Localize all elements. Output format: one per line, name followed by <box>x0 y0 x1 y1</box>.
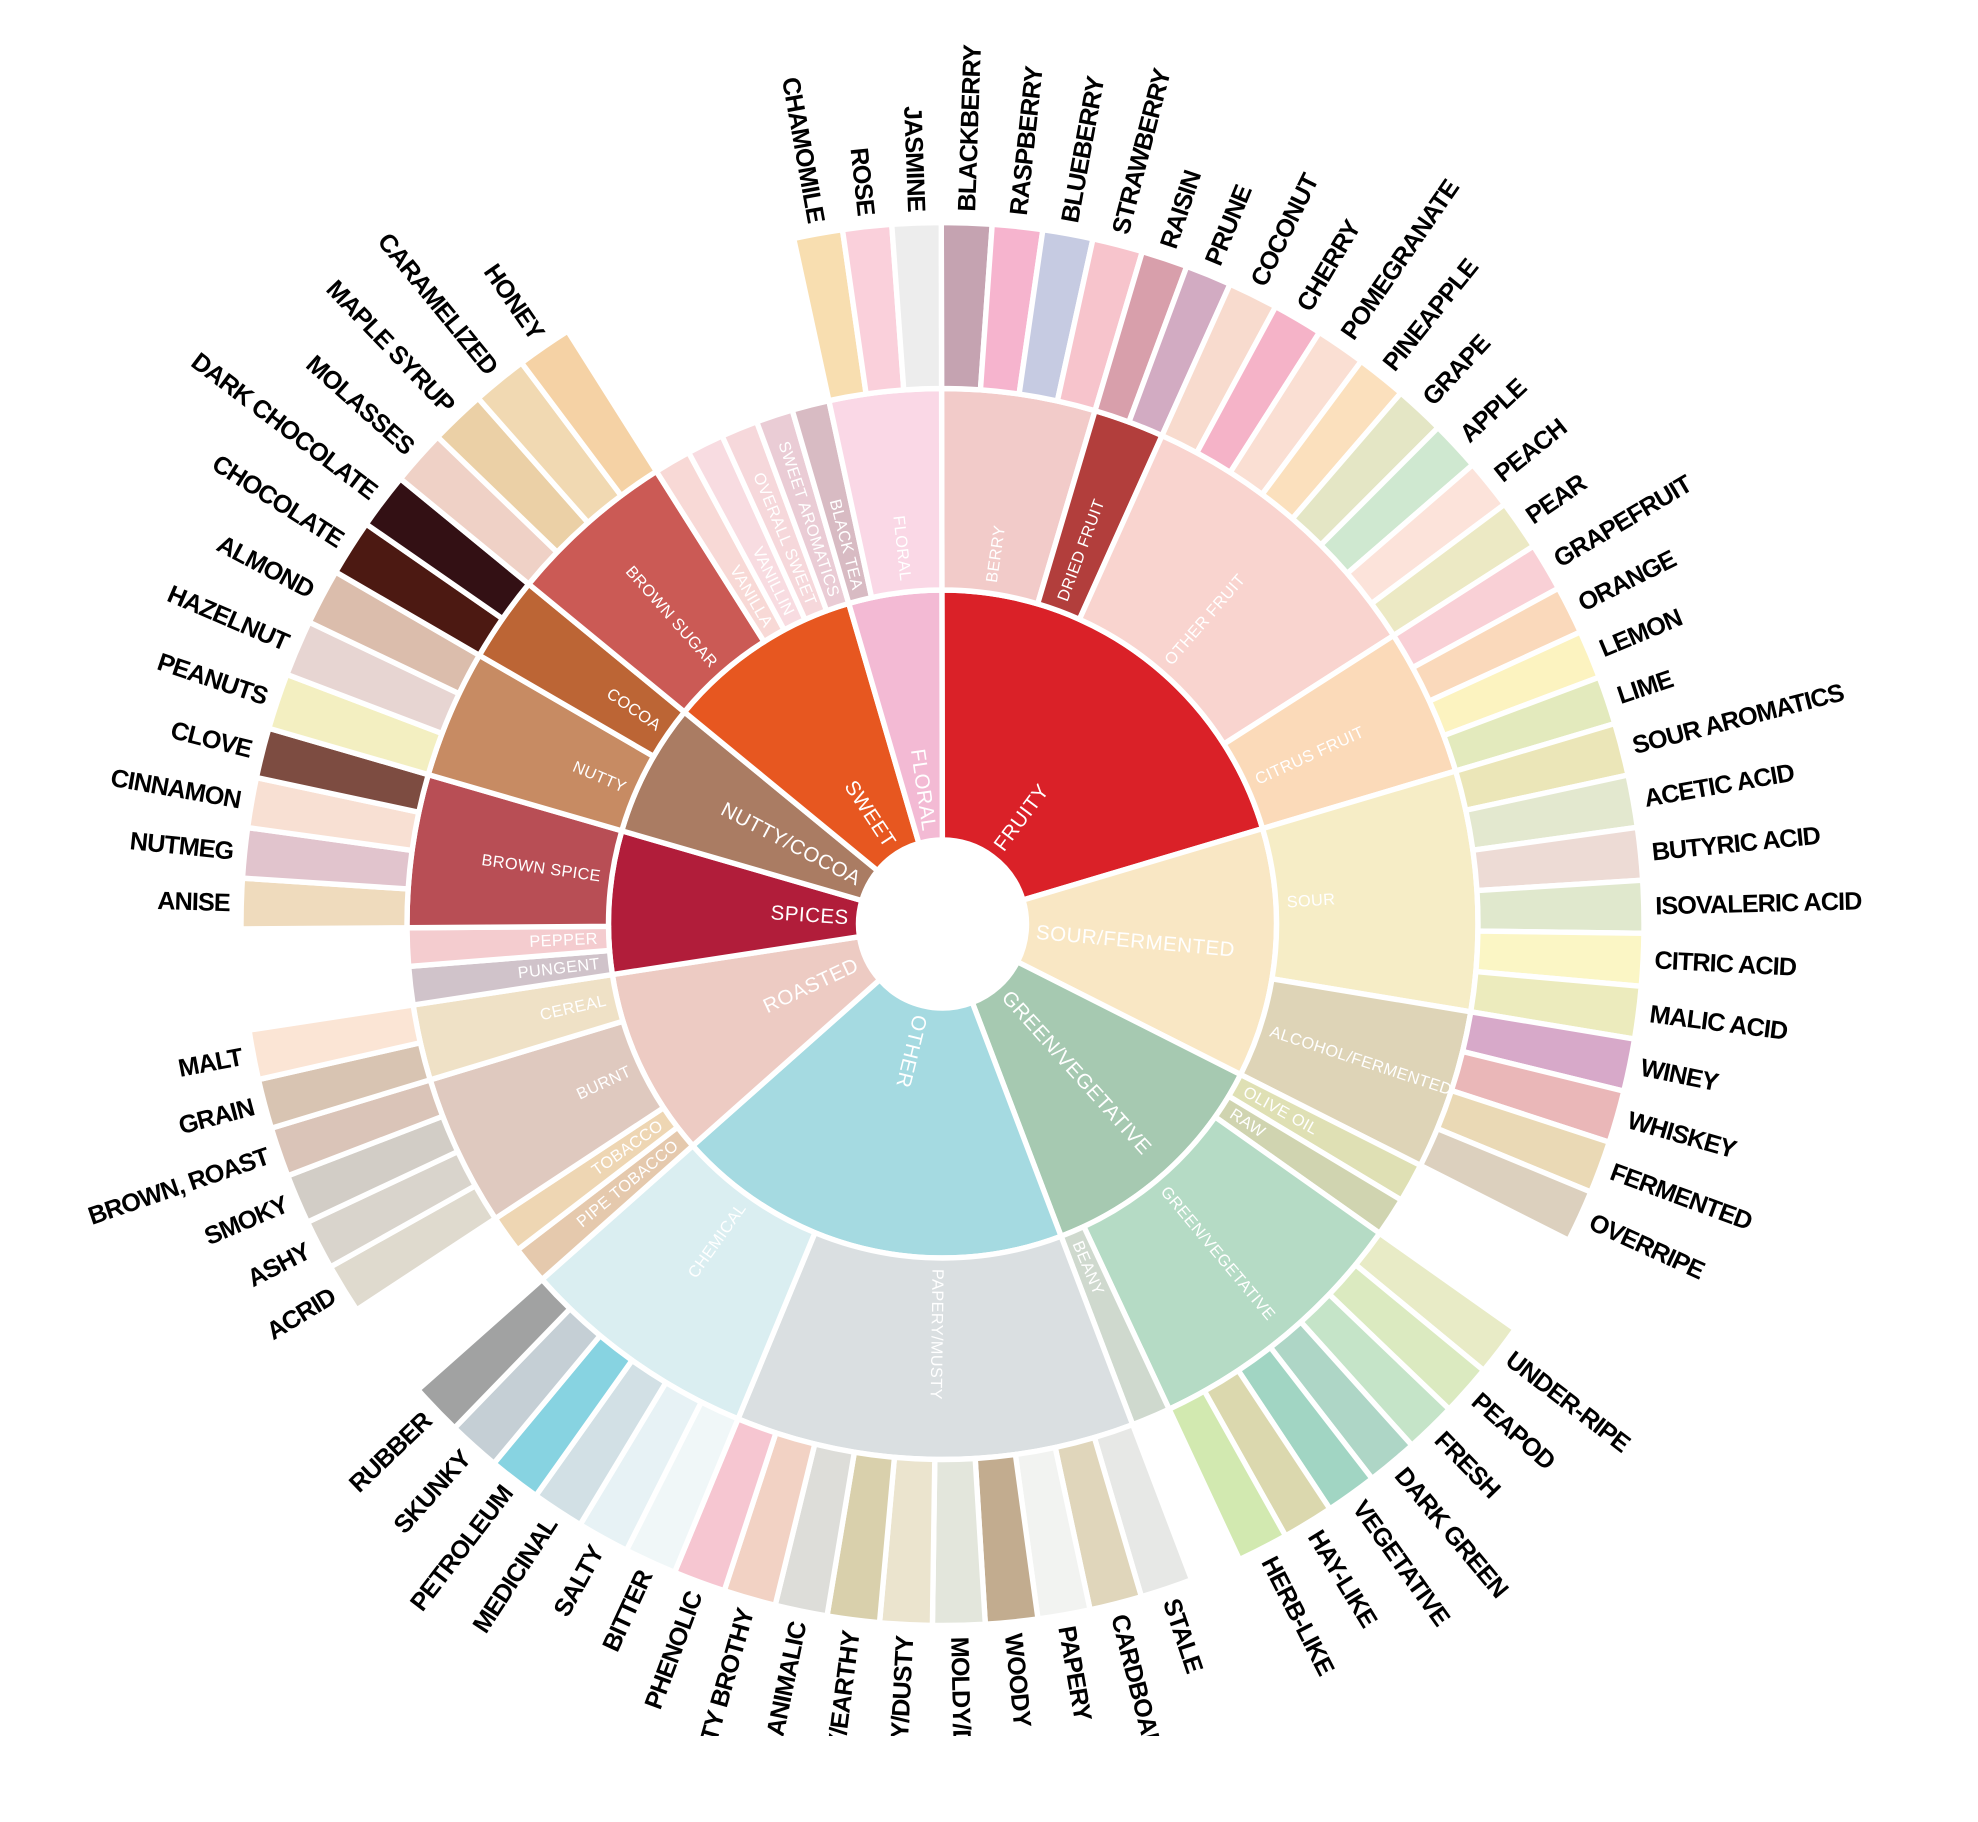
svg-text:BLACKBERRY: BLACKBERRY <box>953 44 987 212</box>
svg-text:MOLDY/DAMP: MOLDY/DAMP <box>945 1636 977 1800</box>
svg-text:ANISE: ANISE <box>157 887 230 917</box>
svg-text:ISOVALERIC ACID: ISOVALERIC ACID <box>1655 887 1863 920</box>
svg-text:SOUR: SOUR <box>1286 890 1336 911</box>
svg-text:PEPPER: PEPPER <box>529 930 598 951</box>
svg-text:SPICES: SPICES <box>770 901 850 929</box>
svg-text:JASMINE: JASMINE <box>898 105 930 212</box>
svg-text:PAPERY/MUSTY: PAPERY/MUSTY <box>927 1269 947 1400</box>
